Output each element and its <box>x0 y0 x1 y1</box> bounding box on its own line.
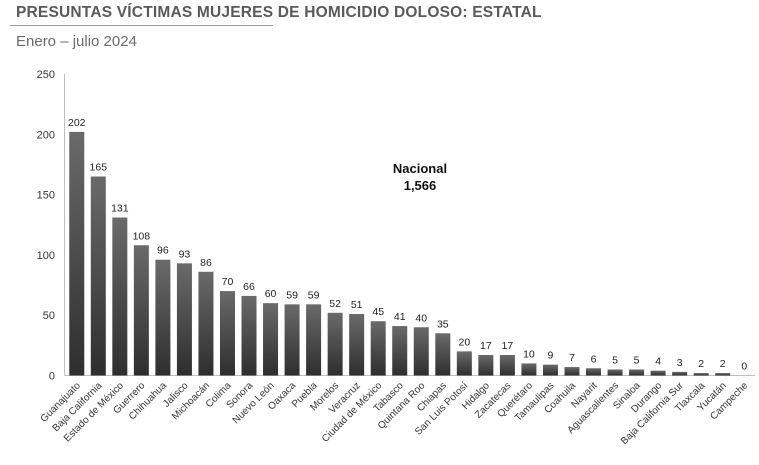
bar-value-label: 51 <box>351 299 363 311</box>
bar-value-label: 0 <box>741 361 747 373</box>
bar-value-label: 35 <box>437 318 449 330</box>
bar <box>306 304 322 376</box>
y-tick-label: 150 <box>37 190 55 202</box>
bar-value-label: 9 <box>548 350 554 362</box>
bar-value-label: 40 <box>415 312 427 324</box>
bar-value-label: 5 <box>612 354 618 366</box>
bar-value-label: 6 <box>591 353 597 365</box>
bar-value-label: 7 <box>569 352 575 364</box>
bar <box>413 327 429 376</box>
bar-value-label: 45 <box>372 306 384 318</box>
bar <box>542 364 558 376</box>
bar <box>521 363 537 376</box>
bar-value-label: 70 <box>222 276 234 288</box>
bar <box>435 333 451 376</box>
bar-value-label: 165 <box>90 162 108 174</box>
bar <box>370 321 386 376</box>
bar <box>607 369 623 376</box>
bar-value-label: 202 <box>68 117 86 129</box>
bar <box>715 373 731 376</box>
bar <box>392 326 408 376</box>
bar <box>69 131 85 376</box>
bar-value-label: 3 <box>677 357 683 369</box>
bar <box>155 259 171 376</box>
national-total-annotation: Nacional 1,566 <box>380 160 460 194</box>
bar <box>112 217 128 376</box>
bar <box>198 271 214 376</box>
bar <box>499 354 515 376</box>
chart-subtitle: Enero – julio 2024 <box>16 33 137 50</box>
y-tick-label: 50 <box>43 310 55 322</box>
y-tick-label: 200 <box>37 129 55 141</box>
bar <box>586 368 602 376</box>
bar-value-label: 41 <box>394 311 406 323</box>
bar <box>133 245 149 376</box>
y-tick-label: 100 <box>37 250 55 262</box>
y-tick-label: 0 <box>49 371 55 383</box>
bar-value-label: 20 <box>458 336 470 348</box>
bar <box>284 304 300 376</box>
bar <box>90 176 106 376</box>
bar <box>456 351 472 376</box>
bar-value-label: 131 <box>111 203 129 215</box>
bar-value-label: 2 <box>698 358 704 370</box>
bar-value-label: 108 <box>133 230 151 242</box>
bar-value-label: 2 <box>720 358 726 370</box>
bars-group <box>69 131 731 376</box>
bar-value-label: 59 <box>308 289 320 301</box>
bar <box>263 303 279 376</box>
bar-value-label: 52 <box>329 298 341 310</box>
bar-value-label: 86 <box>200 257 212 269</box>
bar <box>176 263 192 376</box>
bar-value-label: 10 <box>523 348 535 360</box>
bar-value-label: 4 <box>655 356 661 368</box>
chart-title: PRESUNTAS VÍCTIMAS MUJERES DE HOMICIDIO … <box>16 4 542 21</box>
national-value: 1,566 <box>403 178 437 193</box>
bar <box>693 373 709 376</box>
title-underline <box>10 25 273 26</box>
bar <box>564 367 580 376</box>
national-label: Nacional <box>392 161 448 176</box>
bar <box>327 312 343 376</box>
bar-value-label: 5 <box>634 354 640 366</box>
bar <box>672 371 688 376</box>
bar-value-label: 66 <box>243 281 255 293</box>
bar <box>478 354 494 376</box>
bar-value-label: 60 <box>265 288 277 300</box>
bar <box>650 370 666 376</box>
bar-value-label: 17 <box>480 340 492 352</box>
bar <box>629 369 645 376</box>
bar-value-label: 17 <box>502 340 514 352</box>
bar <box>241 295 257 376</box>
bar <box>349 313 365 376</box>
y-tick-label: 250 <box>37 69 55 81</box>
bar-value-label: 59 <box>286 289 298 301</box>
bar-value-label: 93 <box>179 248 191 260</box>
bar-value-label: 96 <box>157 245 169 257</box>
bar <box>219 291 235 376</box>
